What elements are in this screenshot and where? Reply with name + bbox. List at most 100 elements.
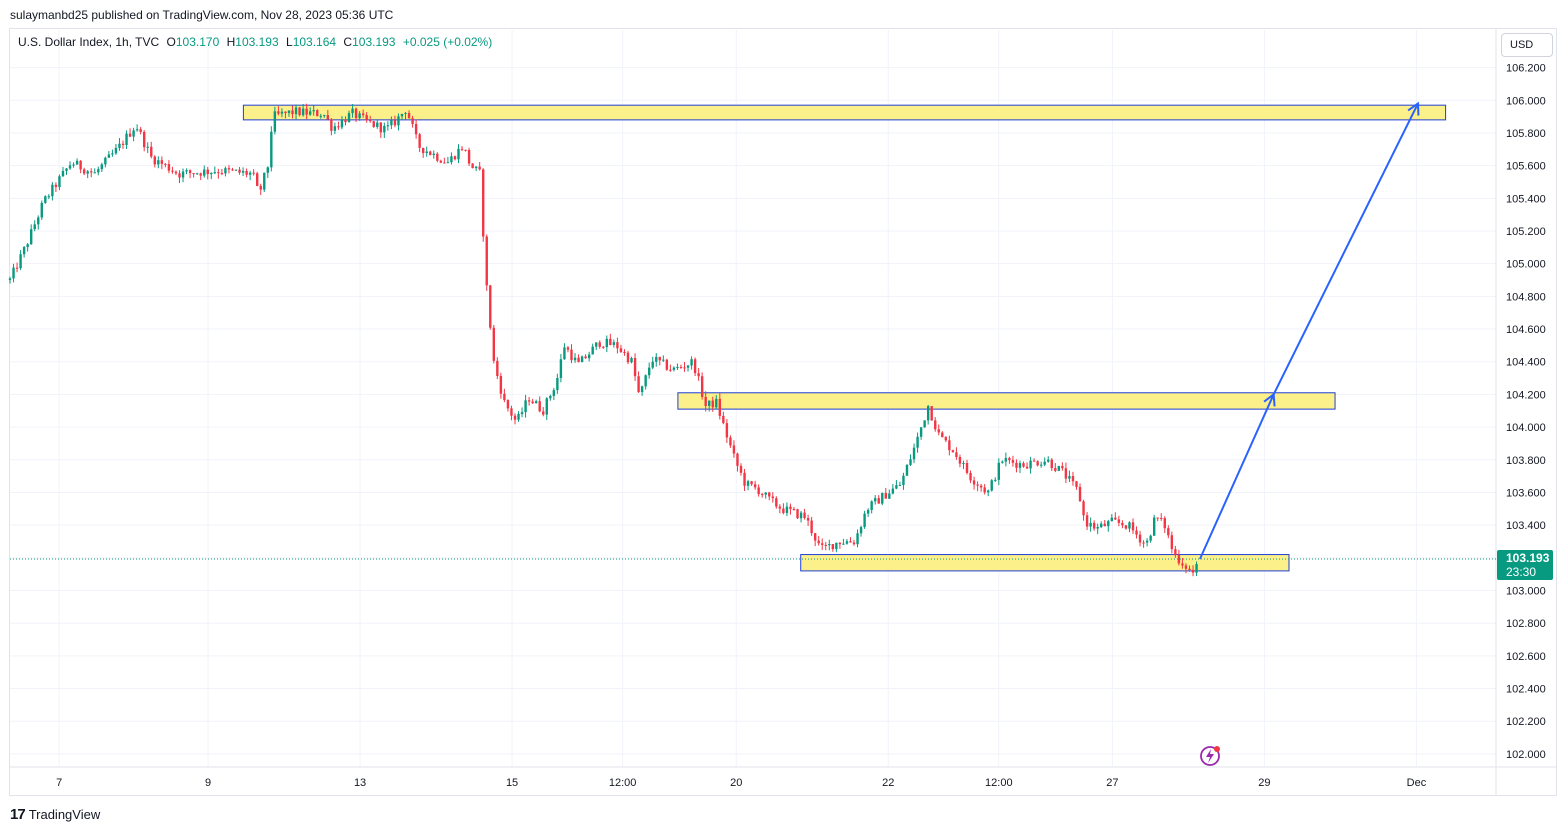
candle-body [1135,530,1138,535]
candle-body [1092,522,1096,529]
sr-zone [677,392,1336,410]
candle-body [1128,522,1131,529]
candle-body [1117,519,1121,523]
candle-body [432,153,435,155]
candle-body [704,396,707,406]
candle-body [294,107,298,115]
tradingview-brand[interactable]: TradingView [28,806,101,822]
candle-body [637,376,640,393]
candle-body [538,401,541,412]
candle-body [708,400,711,406]
candle-body [181,171,185,178]
candle-body [877,498,880,504]
candle-body [976,484,979,486]
candle-body [534,401,538,404]
candle-body [842,543,845,545]
candle-body [150,146,153,157]
candle-body [838,542,842,545]
candle-body [905,464,909,476]
candle-body [75,160,79,165]
y-tick-label: 102.200 [1506,716,1546,728]
chart-frame[interactable] [9,28,1557,796]
tradingview-logo-icon[interactable]: 17 [10,805,26,823]
candle-body [609,338,612,346]
low-label: L [286,35,293,49]
candle-body [912,447,916,460]
candle-body [86,171,89,174]
candle-body [718,398,722,416]
candle-body [414,124,418,135]
candle-body [29,229,33,245]
candle-body [987,490,990,493]
candle-body [241,170,245,173]
candle-body [369,119,372,122]
candle-body [524,400,527,413]
y-tick-label: 103.000 [1506,586,1546,598]
candle-body [111,153,114,155]
candle-body [760,494,764,496]
candle-body [1152,517,1156,536]
candle-body [61,170,65,177]
candle-body [301,108,305,116]
symbol-name[interactable]: U.S. Dollar Index, 1h, TVC [18,35,160,49]
candle-body [199,173,202,176]
candle-body [450,156,453,163]
close-label: C [343,35,353,49]
candle-body [647,367,651,376]
candle-body [566,347,570,350]
candle-body [478,166,481,170]
candle-body [764,492,767,495]
candle-body [1015,462,1018,468]
open-value: 103.170 [175,35,220,49]
published-info: sulaymanbd25 published on TradingView.co… [10,8,394,22]
candle-body [1061,465,1064,469]
candle-body [238,169,241,173]
candle-body [640,386,644,393]
candle-body [351,108,354,114]
candle-body [909,459,912,465]
candle-body [757,487,760,495]
candle-body [1004,458,1008,462]
candle-body [340,119,344,128]
candle-body [866,509,870,514]
candle-body [210,172,213,175]
candle-body [1110,517,1114,522]
candle-body [44,196,47,203]
sr-zone [242,104,1447,121]
candle-body [584,356,587,359]
projection-arrow [1272,103,1419,395]
candle-body [411,118,414,125]
candle-body [1096,526,1099,529]
candle-body [280,111,284,114]
candle-body [344,119,347,123]
candle-body [743,472,746,486]
candle-body [1047,459,1050,462]
candle-body [347,113,351,123]
candle-body [545,398,548,415]
candle-body [65,168,68,171]
candle-body [330,119,333,131]
candle-body [623,351,626,353]
candle-body [983,487,986,493]
candle-body [206,169,209,175]
candle-body [1078,486,1082,502]
y-tick-label: 103.800 [1506,455,1546,467]
x-tick-label: 9 [205,777,211,789]
candle-body [252,172,255,174]
candle-body [167,164,171,171]
candle-body [1082,501,1085,516]
flash-icon[interactable] [1200,744,1222,766]
candle-body [298,107,301,116]
candle-body [1022,463,1025,467]
candle-body [686,365,690,368]
currency-selector[interactable]: USD [1501,33,1553,57]
candle-body [443,162,446,164]
candle-body [845,541,849,544]
candle-body [358,113,361,119]
candle-body [499,375,503,394]
candle-body [125,133,128,145]
candle-body [577,357,580,363]
candle-body [1018,463,1022,468]
